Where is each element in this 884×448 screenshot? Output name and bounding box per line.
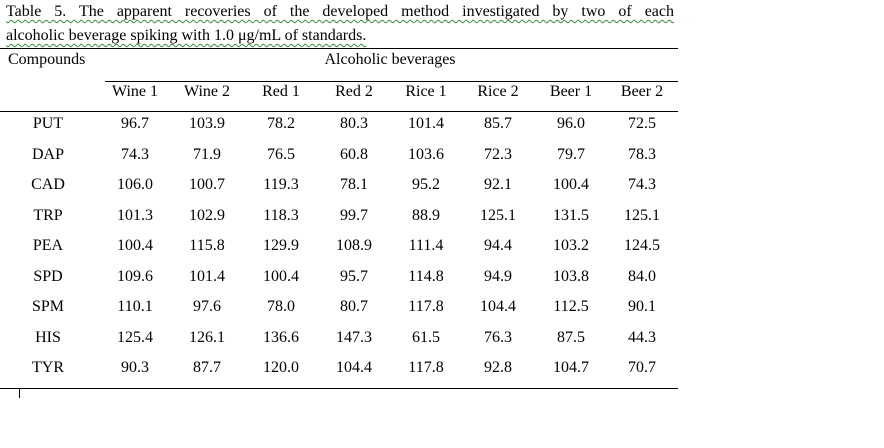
cell: 103.8 bbox=[553, 267, 589, 285]
cell: 114.8 bbox=[408, 267, 444, 285]
cell: 87.5 bbox=[557, 328, 585, 346]
cell: 44.3 bbox=[628, 328, 656, 346]
cell: 125.1 bbox=[624, 206, 660, 224]
text-cursor bbox=[19, 388, 20, 398]
cell: 74.3 bbox=[121, 145, 149, 163]
cell: 60.8 bbox=[340, 145, 368, 163]
column-header: Red 2 bbox=[335, 83, 373, 100]
cell: 131.5 bbox=[553, 206, 589, 224]
cell: 97.6 bbox=[193, 298, 221, 315]
cell: 118.3 bbox=[263, 206, 299, 224]
cell: 61.5 bbox=[412, 328, 440, 346]
row-label: DAP bbox=[31, 145, 65, 163]
cell: 72.3 bbox=[484, 145, 512, 163]
cell: 106.0 bbox=[117, 176, 153, 193]
cell: 96.0 bbox=[557, 115, 585, 132]
cell: 147.3 bbox=[336, 328, 372, 346]
cell: 101.4 bbox=[189, 267, 225, 285]
column-header: Beer 1 bbox=[549, 83, 593, 100]
column-header: Rice 1 bbox=[405, 83, 447, 100]
stub-header: Compounds bbox=[8, 51, 86, 68]
cell: 100.7 bbox=[189, 176, 225, 193]
cell: 101.4 bbox=[408, 115, 444, 132]
row-label: TRP bbox=[33, 206, 63, 224]
cell: 110.1 bbox=[117, 298, 153, 315]
cell: 90.1 bbox=[628, 298, 656, 315]
cell: 96.7 bbox=[121, 115, 149, 132]
cell: 76.5 bbox=[267, 145, 295, 163]
cell: 125.1 bbox=[480, 206, 516, 224]
row-label: HIS bbox=[35, 328, 61, 346]
cell: 72.5 bbox=[628, 115, 656, 132]
cell: 109.6 bbox=[117, 267, 153, 285]
bottom-rule bbox=[0, 388, 678, 389]
cell: 100.4 bbox=[553, 176, 589, 193]
cell: 103.2 bbox=[553, 237, 589, 254]
group-header: Alcoholic beverages bbox=[324, 51, 456, 68]
header-rule bbox=[0, 111, 678, 112]
cell: 80.3 bbox=[340, 115, 368, 132]
cell: 78.2 bbox=[267, 115, 295, 132]
cell: 104.4 bbox=[336, 359, 372, 376]
row-label: TYR bbox=[32, 359, 64, 376]
cell: 78.3 bbox=[628, 145, 656, 163]
column-header: Wine 1 bbox=[111, 83, 159, 100]
cell: 126.1 bbox=[189, 328, 225, 346]
cell: 78.1 bbox=[340, 176, 368, 193]
row-label: SPM bbox=[31, 298, 65, 315]
cell: 84.0 bbox=[628, 267, 656, 285]
cell: 100.4 bbox=[117, 237, 153, 254]
cell: 78.0 bbox=[267, 298, 295, 315]
cell: 74.3 bbox=[628, 176, 656, 193]
cell: 88.9 bbox=[412, 206, 440, 224]
column-header: Wine 2 bbox=[183, 83, 231, 100]
cell: 94.4 bbox=[484, 237, 512, 254]
cell: 79.7 bbox=[557, 145, 585, 163]
row-label: SPD bbox=[33, 267, 63, 285]
column-header: Beer 2 bbox=[620, 83, 664, 100]
cell: 87.7 bbox=[193, 359, 221, 376]
cell: 95.2 bbox=[412, 176, 440, 193]
cell: 120.0 bbox=[263, 359, 299, 376]
cell: 124.5 bbox=[624, 237, 660, 254]
cell: 100.4 bbox=[263, 267, 299, 285]
cell: 115.8 bbox=[189, 237, 225, 254]
cell: 71.9 bbox=[193, 145, 221, 163]
cell: 70.7 bbox=[628, 359, 656, 376]
cell: 76.3 bbox=[484, 328, 512, 346]
cell: 111.4 bbox=[408, 237, 444, 254]
cell: 104.4 bbox=[480, 298, 516, 315]
cell: 112.5 bbox=[553, 298, 589, 315]
cell: 125.4 bbox=[117, 328, 153, 346]
cell: 117.8 bbox=[408, 359, 444, 376]
row-label: CAD bbox=[31, 176, 65, 193]
column-header: Rice 2 bbox=[477, 83, 519, 100]
row-label: PEA bbox=[32, 237, 64, 254]
cell: 101.3 bbox=[117, 206, 153, 224]
top-rule bbox=[0, 48, 678, 49]
cell: 104.7 bbox=[553, 359, 589, 376]
cell: 103.9 bbox=[189, 115, 225, 132]
cell: 95.7 bbox=[340, 267, 368, 285]
row-label: PUT bbox=[32, 115, 64, 132]
caption-line: Table 5. The apparent recoveries of the … bbox=[6, 3, 674, 20]
cell: 129.9 bbox=[263, 237, 299, 254]
cell: 117.8 bbox=[408, 298, 444, 315]
cell: 99.7 bbox=[340, 206, 368, 224]
cell: 90.3 bbox=[121, 359, 149, 376]
caption-line: alcoholic beverage spiking with 1.0 μg/m… bbox=[6, 27, 367, 44]
cell: 119.3 bbox=[263, 176, 299, 193]
cell: 80.7 bbox=[340, 298, 368, 315]
cell: 92.1 bbox=[484, 176, 512, 193]
cell: 85.7 bbox=[484, 115, 512, 132]
cell: 102.9 bbox=[189, 206, 225, 224]
cell: 103.6 bbox=[408, 145, 444, 163]
cell: 92.8 bbox=[484, 359, 512, 376]
group-rule bbox=[105, 81, 678, 82]
column-header: Red 1 bbox=[262, 83, 300, 100]
cell: 94.9 bbox=[484, 267, 512, 285]
cell: 136.6 bbox=[263, 328, 299, 346]
cell: 108.9 bbox=[336, 237, 372, 254]
